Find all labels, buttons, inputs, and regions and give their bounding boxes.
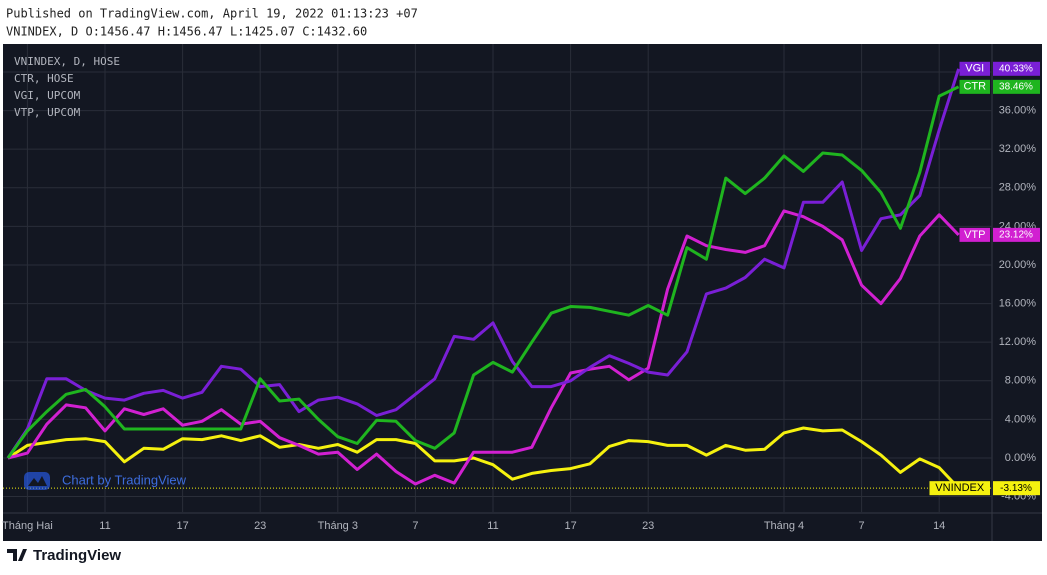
- price-label: 38.46%: [999, 81, 1033, 92]
- series-name-label: VGI: [965, 63, 984, 75]
- x-tick-label: 11: [99, 520, 110, 532]
- chart-panel: [3, 44, 1042, 541]
- series-name-label: CTR: [963, 81, 986, 93]
- x-tick-label: 11: [487, 520, 498, 532]
- y-tick-label: 4.00%: [1005, 413, 1036, 425]
- watermark-icon-shape: [28, 476, 47, 486]
- x-tick-label: 7: [412, 520, 418, 532]
- legend-entry: CTR, HOSE: [14, 72, 74, 85]
- watermark-icon: [24, 472, 50, 490]
- x-tick-label: 23: [642, 520, 654, 532]
- y-tick-label: 8.00%: [1005, 375, 1036, 387]
- y-tick-label: 0.00%: [1005, 452, 1036, 464]
- x-tick-label: Tháng 3: [318, 520, 358, 532]
- series-line: [7, 426, 960, 490]
- legend-entry: VTP, UPCOM: [14, 106, 81, 119]
- x-tick-label: 17: [176, 520, 188, 532]
- price-label: 40.33%: [999, 63, 1033, 74]
- price-tag: [993, 481, 1040, 496]
- series-line: [6, 85, 960, 459]
- series-line: [6, 68, 961, 459]
- y-tick-label: 36.00%: [999, 104, 1037, 116]
- legend-entry: VGI, UPCOM: [14, 89, 81, 102]
- x-tick-label: 17: [564, 520, 576, 532]
- brand-logo: TradingView: [7, 547, 121, 564]
- price-tag: [993, 61, 1040, 76]
- grid: [3, 44, 992, 512]
- y-tick-label: 32.00%: [999, 143, 1037, 155]
- watermark-text: Chart by TradingView: [62, 472, 187, 487]
- series-name-tag: [929, 481, 990, 496]
- ohlc-line: VNINDEX, D O:1456.47 H:1456.47 L:1425.07…: [6, 25, 367, 39]
- watermark: Chart by TradingView: [24, 472, 187, 490]
- y-tick-label: 16.00%: [999, 297, 1037, 309]
- price-tag: [993, 79, 1040, 94]
- published-note: Published on TradingView.com, April 19, …: [6, 7, 418, 21]
- series-name-tag: [959, 79, 990, 94]
- price-tag: [993, 227, 1040, 242]
- brand-icon: [7, 549, 27, 561]
- series-name-label: VTP: [964, 229, 985, 241]
- price-label: -3.13%: [1000, 483, 1032, 494]
- x-tick-label: Tháng Hai: [2, 520, 53, 532]
- y-tick-label: 20.00%: [999, 259, 1037, 271]
- x-tick-label: 14: [933, 520, 945, 532]
- legend-entry: VNINDEX, D, HOSE: [14, 55, 120, 68]
- brand-text: TradingView: [33, 547, 121, 564]
- plot: [3, 68, 992, 490]
- series-name-tag: [959, 227, 990, 242]
- series-name-label: VNINDEX: [935, 482, 985, 494]
- price-label: 23.12%: [999, 230, 1033, 241]
- y-tick-label: 12.00%: [999, 336, 1037, 348]
- x-tick-label: 23: [254, 520, 266, 532]
- y-tick-label: 28.00%: [999, 182, 1037, 194]
- x-tick-label: 7: [859, 520, 865, 532]
- series-name-tag: [959, 61, 990, 76]
- x-tick-label: Tháng 4: [764, 520, 804, 532]
